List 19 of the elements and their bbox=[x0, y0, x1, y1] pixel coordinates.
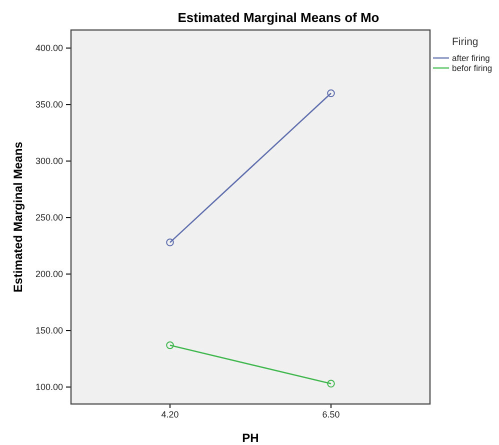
legend-label: befor firing bbox=[452, 63, 492, 73]
y-tick-label: 150.00 bbox=[35, 325, 63, 336]
x-axis-title: PH bbox=[242, 431, 259, 445]
legend-label: after firing bbox=[452, 53, 490, 63]
y-tick-label: 200.00 bbox=[35, 268, 63, 279]
y-tick-label: 100.00 bbox=[35, 382, 63, 392]
y-axis-title: Estimated Marginal Means bbox=[11, 141, 25, 292]
point bbox=[166, 238, 174, 246]
point bbox=[166, 341, 174, 350]
point bbox=[327, 89, 335, 98]
point bbox=[327, 380, 335, 388]
y-tick-label: 400.00 bbox=[35, 42, 63, 53]
chart-title: Estimated Marginal Means of Mo bbox=[178, 10, 380, 25]
x-tick-label: 6.50 bbox=[322, 409, 340, 420]
x-tick-label: 4.20 bbox=[161, 409, 179, 420]
y-tick-label: 350.00 bbox=[35, 99, 63, 110]
y-tick-label: 250.00 bbox=[35, 212, 63, 222]
y-tick-label: 300.00 bbox=[35, 156, 63, 166]
legend-title: Firing bbox=[452, 36, 478, 48]
